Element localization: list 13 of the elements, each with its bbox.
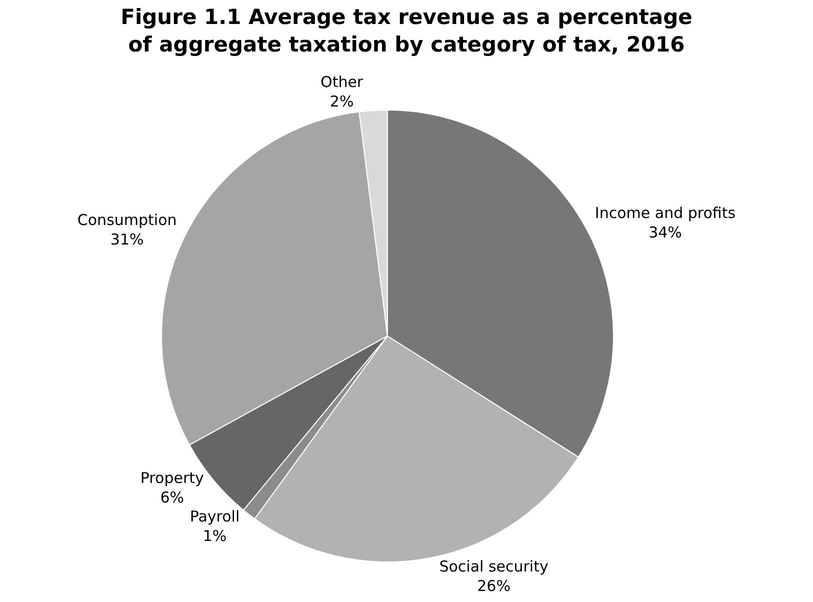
data-label: 6% (160, 488, 184, 506)
slice-label: Consumption (77, 210, 177, 229)
slice-label: Payroll (190, 508, 240, 526)
data-label: 2% (330, 92, 354, 111)
data-label: 26% (477, 576, 510, 595)
data-label: 1% (202, 527, 227, 546)
data-label: 31% (110, 230, 144, 248)
data-label: 34% (648, 224, 682, 242)
slice-label: Income and profits (594, 204, 736, 222)
slice-label: Other (320, 73, 364, 92)
chart-title: Figure 1.1 Average tax revenue as a percentage of aggregate taxation by category of tax, 2016 (120, 5, 692, 56)
slice-label: Social security (439, 557, 548, 576)
slice-label: Property (140, 468, 204, 487)
